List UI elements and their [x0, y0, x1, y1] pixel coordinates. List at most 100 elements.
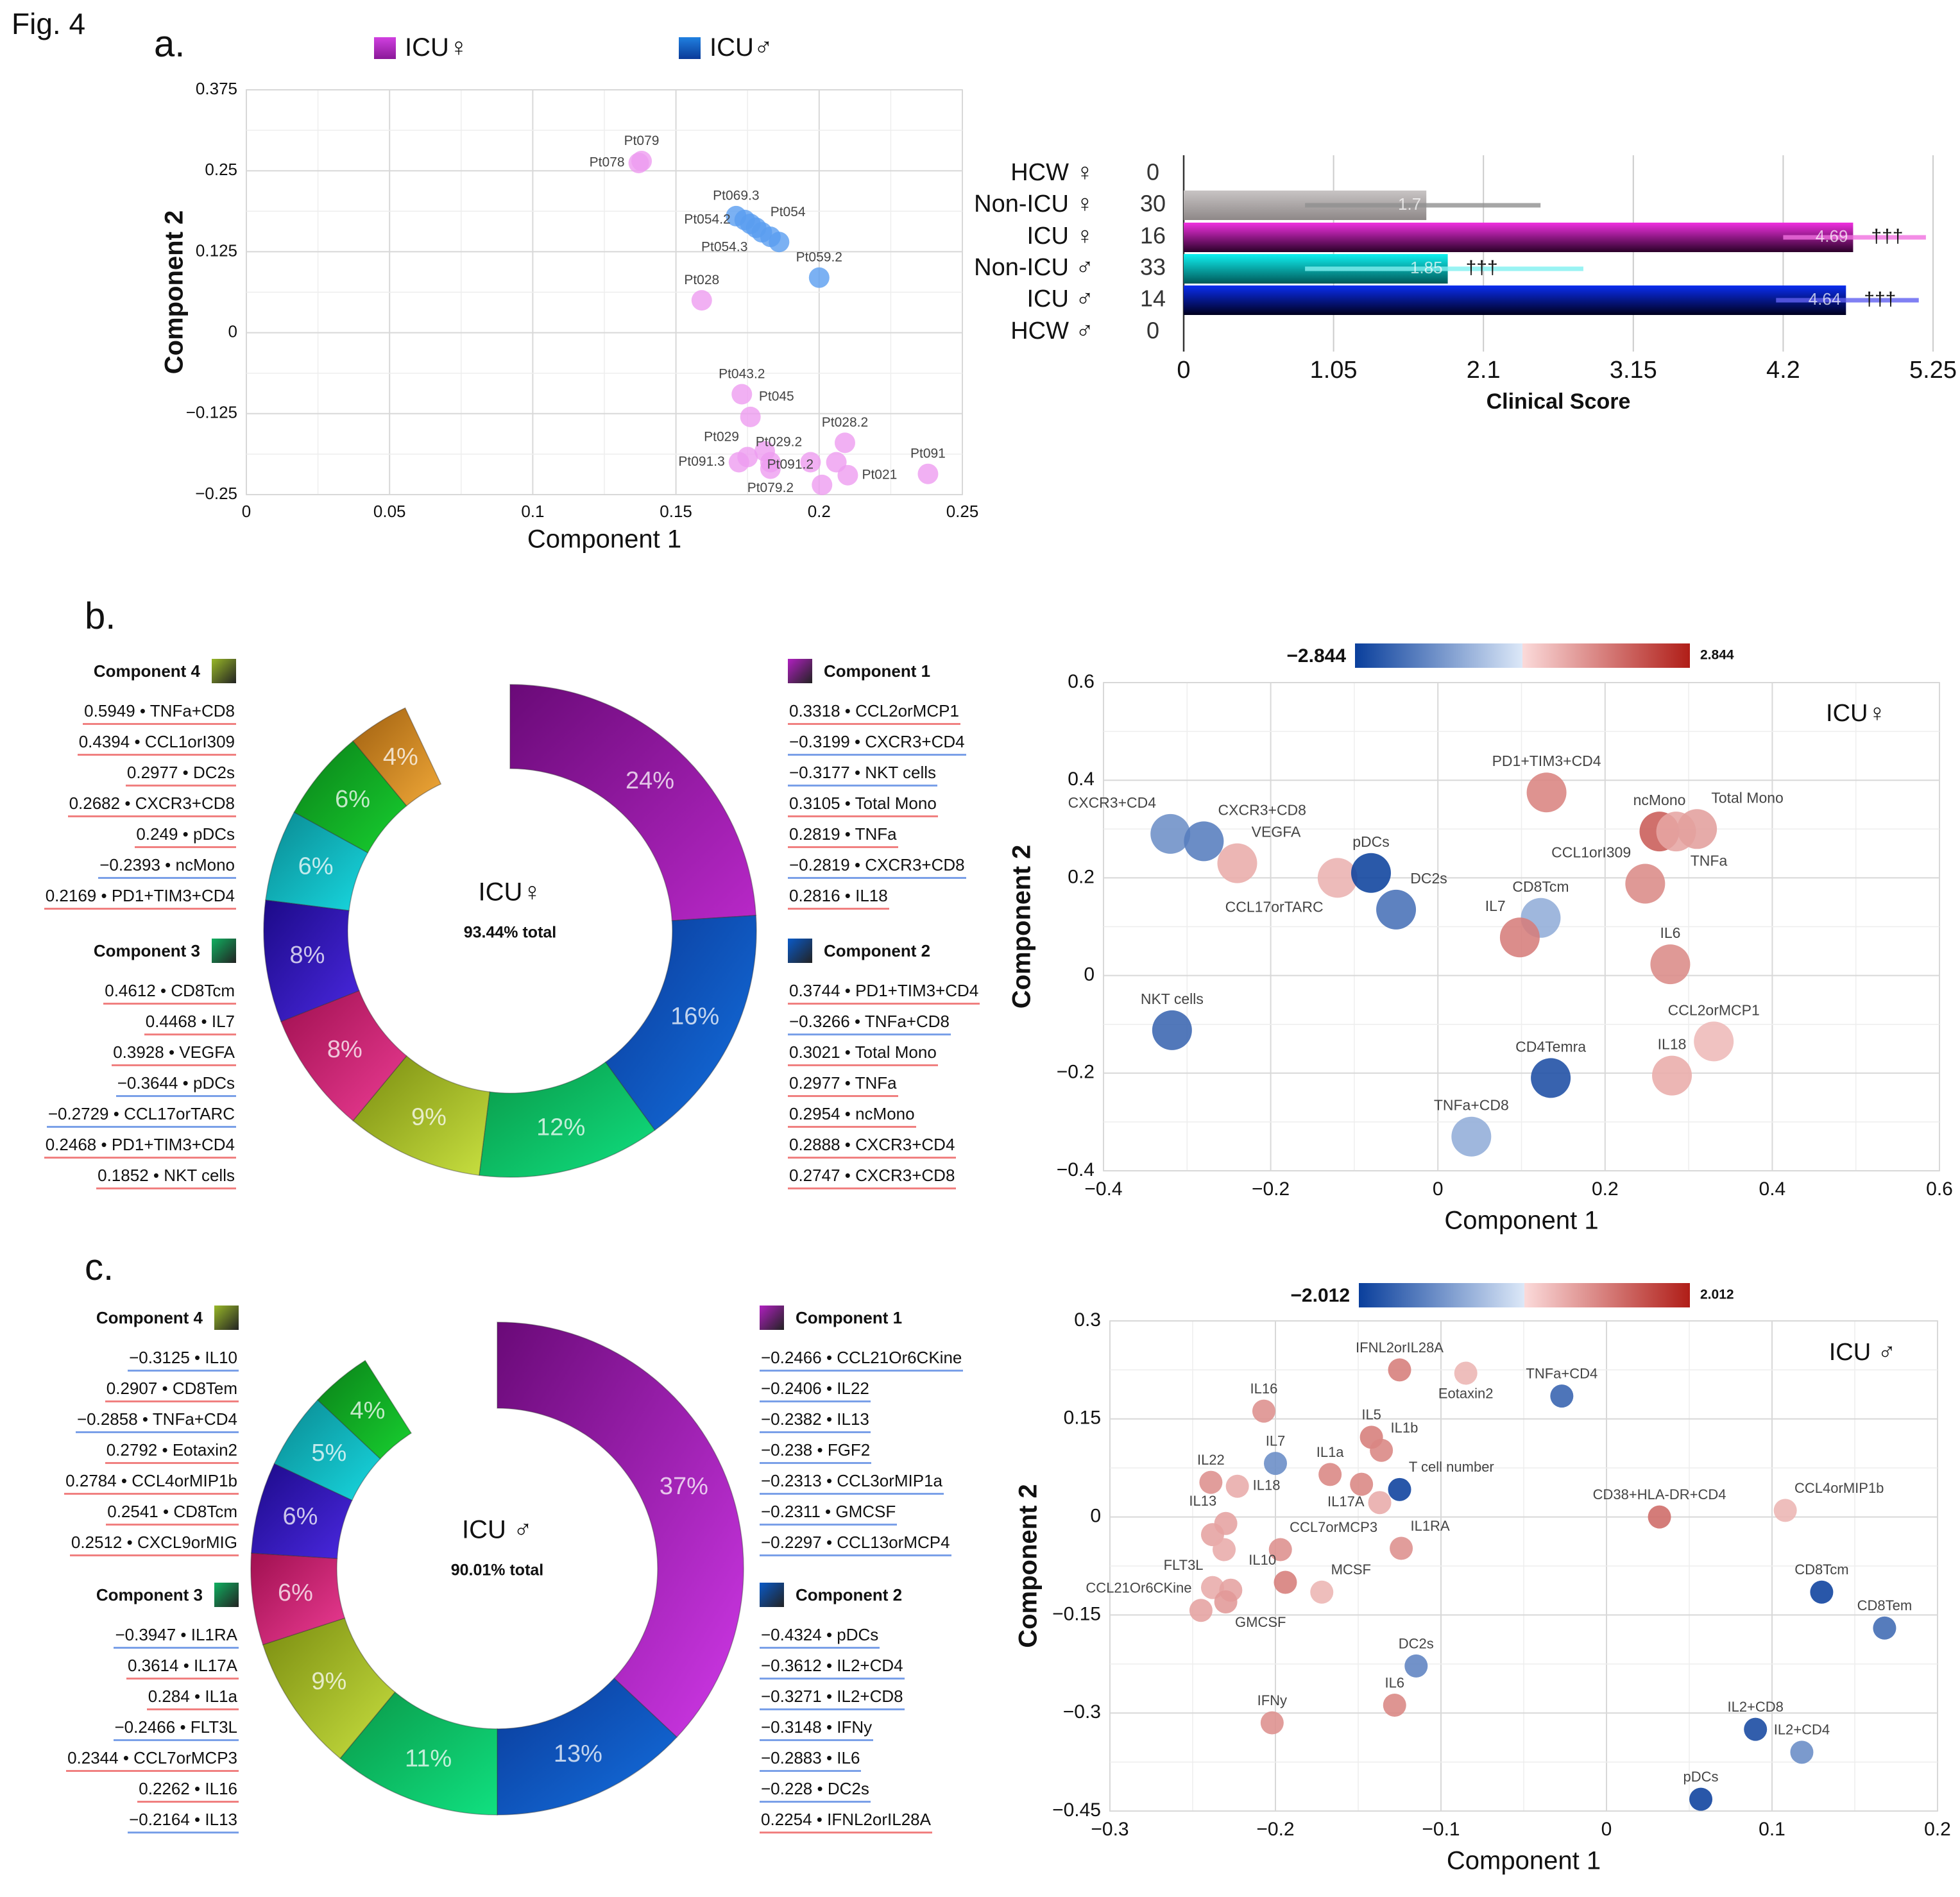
point-label: IL5 [1361, 1407, 1381, 1423]
data-point [1550, 1384, 1574, 1408]
loading-variable: IL7 [211, 1012, 235, 1031]
loading-item: 0.4468 • IL7 [44, 1006, 236, 1037]
loading-variable: IL10 [205, 1348, 237, 1367]
loading-text: 0.2541 • CD8Tcm [106, 1502, 239, 1526]
data-point [1252, 1399, 1275, 1423]
data-point [834, 432, 855, 454]
slice-label: 5% [311, 1440, 346, 1467]
loading-value: −0.2466 [114, 1717, 176, 1737]
component-header: Component 3 [44, 935, 236, 966]
data-point [1368, 1491, 1392, 1515]
loading-text: 0.2907 • CD8Tem [105, 1379, 239, 1402]
point-label: IL7 [1485, 897, 1506, 914]
loading-text: 0.4468 • IL7 [144, 1012, 236, 1035]
loading-value: 0.2468 [45, 1135, 97, 1154]
point-label: GMCSF [1235, 1614, 1286, 1630]
loading-variable: CXCR3+CD4 [855, 1135, 955, 1154]
slice-label: 37% [660, 1473, 708, 1500]
data-point [1351, 853, 1391, 893]
panel-a-label: a. [154, 23, 185, 65]
loading-value: −0.2858 [76, 1409, 138, 1429]
loading-text: −0.2466 • FLT3L [113, 1717, 239, 1741]
loading-value: −0.2382 [761, 1409, 822, 1429]
point-label: CD8Tem [1857, 1597, 1913, 1613]
point-label: CXCR3+CD8 [1218, 801, 1306, 818]
data-point [1388, 1358, 1411, 1382]
component-name: Component 4 [93, 661, 200, 681]
y-tick-label: −0.45 [1052, 1799, 1101, 1821]
point-label: CD38+HLA-DR+CD4 [1593, 1486, 1726, 1502]
legend-swatch [679, 37, 701, 59]
data-point [628, 153, 649, 174]
point-label: IL6 [1385, 1674, 1404, 1690]
loading-text: −0.4324 • pDCs [760, 1625, 880, 1649]
loading-value: −0.3125 [129, 1348, 190, 1367]
loading-item: 0.2254 • IFNL2orIL28A [760, 1804, 932, 1835]
loading-text: 0.2977 • TNFa [788, 1073, 898, 1097]
slice-label: 6% [335, 786, 370, 813]
component-name: Component 3 [93, 941, 200, 960]
loading-text: 0.3928 • VEGFA [112, 1042, 236, 1066]
data-point [808, 267, 830, 288]
donut-slice [339, 1691, 498, 1816]
category-label: HCW ♂ [1010, 318, 1094, 345]
category-label: ICU ♀ [1027, 223, 1095, 250]
point-label: T cell number [1409, 1459, 1494, 1475]
point-label: IL10 [1248, 1552, 1276, 1568]
loading-item: 0.2792 • Eotaxin2 [64, 1434, 239, 1465]
loading-text: 0.2954 • ncMono [788, 1104, 916, 1128]
point-label: IL1a [1317, 1444, 1345, 1460]
loading-item: −0.2466 • CCL21Or6CKine [760, 1342, 964, 1373]
legend-item-icu-female: ICU♀ [374, 33, 468, 62]
loading-value: −0.3148 [761, 1717, 822, 1737]
loading-item: 0.2512 • CXCL9orMIG [64, 1527, 239, 1558]
scatter-plot-c: −0.3 −0.2 −0.1 0 0.1 0.2−0.45−0.3−0.1500.150.… [1014, 1283, 1951, 1875]
loading-text: −0.2819 • CXCR3+CD8 [788, 855, 966, 879]
x-tick-label: −0.3 [1091, 1819, 1129, 1840]
loading-value: −0.3177 [789, 763, 850, 782]
point-label: Pt078 [590, 155, 625, 170]
loading-variable: CCL17orTARC [124, 1104, 235, 1123]
component-header: Component 4 [44, 656, 236, 686]
loading-text: 0.2682 • CXCR3+CD8 [67, 794, 236, 817]
point-label: IL16 [1250, 1381, 1278, 1397]
point-label: CD4Temra [1515, 1038, 1586, 1055]
loading-item: 0.249 • pDCs [44, 819, 236, 849]
loading-value: −0.2406 [761, 1379, 822, 1398]
legend-label: ICU♂ [710, 33, 773, 62]
loading-variable: IL6 [837, 1748, 860, 1767]
component-header: Component 1 [788, 656, 966, 686]
loading-value: −0.228 [761, 1779, 813, 1798]
loading-variable: pDCs [192, 1073, 235, 1093]
loading-item: 0.284 • IL1a [66, 1681, 239, 1712]
point-label: IL22 [1197, 1452, 1225, 1468]
loading-text: 0.4394 • CCL1orI309 [77, 732, 236, 756]
point-label: Pt091.2 [767, 457, 814, 472]
loading-variable: CCL3orMIP1a [837, 1471, 943, 1490]
data-point [1217, 843, 1257, 883]
loading-value: 0.2784 [65, 1471, 117, 1490]
component-swatch [212, 659, 236, 683]
loading-value: 0.2954 [789, 1104, 840, 1123]
data-point [1189, 1599, 1213, 1622]
point-label: MCSF [1331, 1561, 1371, 1578]
loading-variable: TNFa+CD8 [864, 1012, 950, 1031]
component-name: Component 2 [796, 1585, 903, 1604]
data-point [728, 452, 749, 473]
point-label: Pt091 [910, 447, 946, 461]
point-label: CCL4orMIP1b [1794, 1480, 1884, 1496]
loading-text: 0.2747 • CXCR3+CD8 [788, 1166, 957, 1189]
loading-variable: CXCR3+CD8 [865, 855, 965, 874]
loading-value: 0.2977 [126, 763, 178, 782]
loading-item: −0.4324 • pDCs [760, 1619, 932, 1650]
point-label: Pt045 [759, 389, 794, 404]
loading-item: 0.3021 • Total Mono [788, 1037, 980, 1068]
component-loading-list: Component 1 0.3318 • CCL2orMCP1 −0.3199 • … [788, 656, 966, 911]
point-label: IL18 [1658, 1036, 1687, 1053]
loading-item: 0.2954 • ncMono [788, 1098, 980, 1129]
data-point [1350, 1472, 1374, 1496]
loading-value: 0.2254 [761, 1810, 812, 1829]
x-tick-label: 0 [242, 502, 251, 521]
loading-text: −0.3199 • CXCR3+CD4 [788, 732, 966, 756]
loading-variable: IL17A [194, 1656, 237, 1675]
